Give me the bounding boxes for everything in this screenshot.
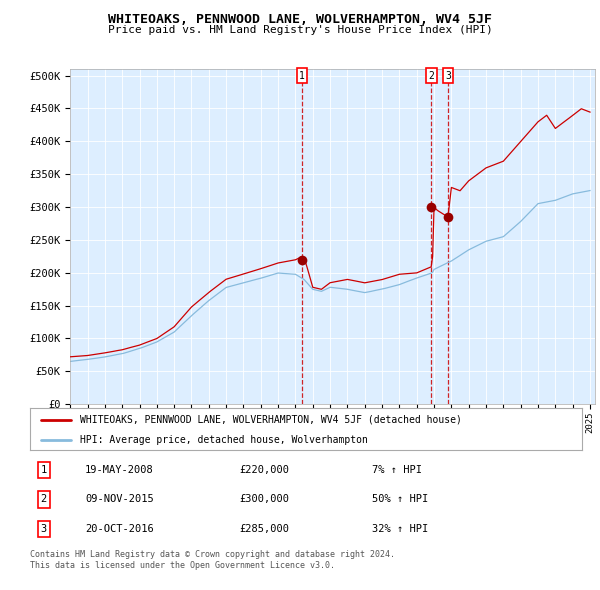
Text: 09-NOV-2015: 09-NOV-2015 xyxy=(85,494,154,504)
Text: 50% ↑ HPI: 50% ↑ HPI xyxy=(372,494,428,504)
Text: 32% ↑ HPI: 32% ↑ HPI xyxy=(372,524,428,534)
Text: 1: 1 xyxy=(299,71,305,81)
Text: Price paid vs. HM Land Registry's House Price Index (HPI): Price paid vs. HM Land Registry's House … xyxy=(107,25,493,35)
Text: 2: 2 xyxy=(428,71,434,81)
Text: WHITEOAKS, PENNWOOD LANE, WOLVERHAMPTON, WV4 5JF: WHITEOAKS, PENNWOOD LANE, WOLVERHAMPTON,… xyxy=(108,13,492,26)
Text: 20-OCT-2016: 20-OCT-2016 xyxy=(85,524,154,534)
Text: £220,000: £220,000 xyxy=(240,465,290,475)
Text: 7% ↑ HPI: 7% ↑ HPI xyxy=(372,465,422,475)
Text: Contains HM Land Registry data © Crown copyright and database right 2024.: Contains HM Land Registry data © Crown c… xyxy=(30,550,395,559)
Text: HPI: Average price, detached house, Wolverhampton: HPI: Average price, detached house, Wolv… xyxy=(80,435,368,444)
Text: £300,000: £300,000 xyxy=(240,494,290,504)
Text: 3: 3 xyxy=(41,524,47,534)
Text: 19-MAY-2008: 19-MAY-2008 xyxy=(85,465,154,475)
Text: This data is licensed under the Open Government Licence v3.0.: This data is licensed under the Open Gov… xyxy=(30,560,335,569)
Text: 3: 3 xyxy=(445,71,451,81)
Text: 2: 2 xyxy=(41,494,47,504)
Text: £285,000: £285,000 xyxy=(240,524,290,534)
Text: WHITEOAKS, PENNWOOD LANE, WOLVERHAMPTON, WV4 5JF (detached house): WHITEOAKS, PENNWOOD LANE, WOLVERHAMPTON,… xyxy=(80,415,461,425)
Text: 1: 1 xyxy=(41,465,47,475)
